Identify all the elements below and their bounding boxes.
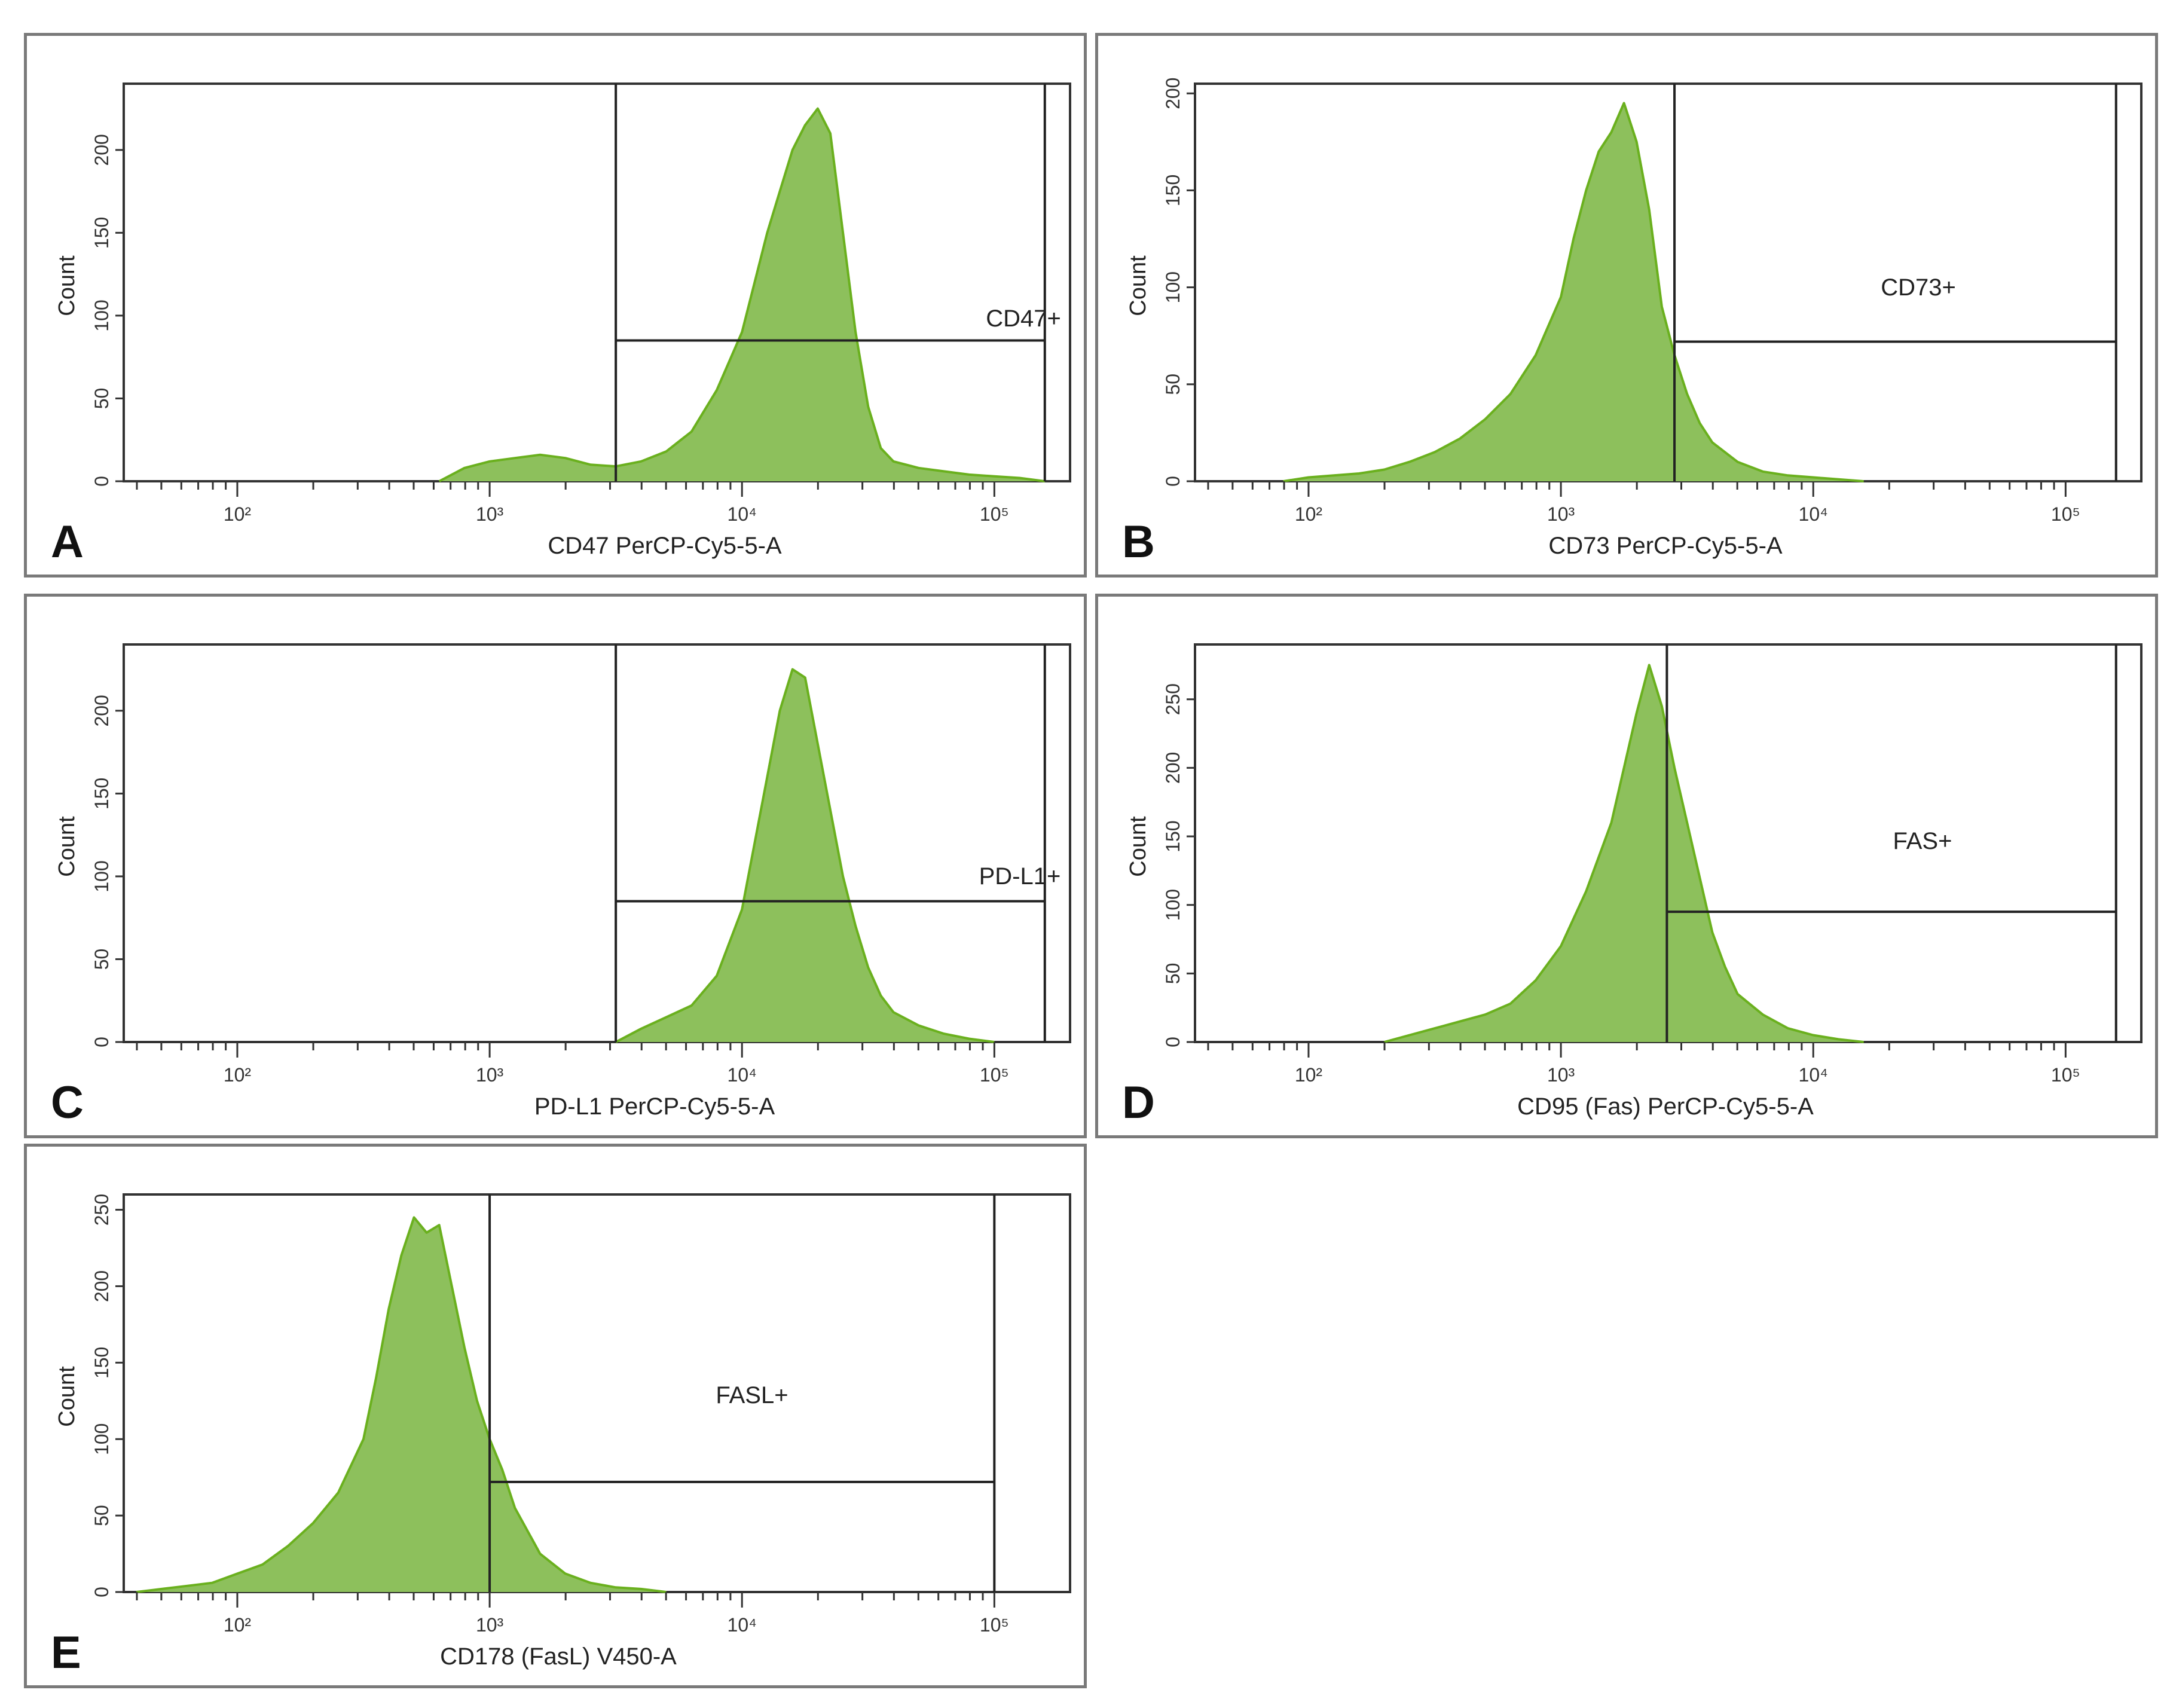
panel-e: 0 50 100 150 200 250 10² 10³ 10⁴ 10⁵ Count CD178 … xyxy=(24,1144,1087,1688)
x-tick-label: 10² xyxy=(224,503,252,525)
x-axis-label: CD178 (FasL) V450-A xyxy=(440,1643,677,1670)
x-tick-label: 10⁴ xyxy=(728,1614,757,1636)
plot-frame xyxy=(123,1193,1071,1593)
x-tick-label: 10³ xyxy=(1547,1064,1575,1086)
y-tick-label: 0 xyxy=(91,1037,112,1047)
y-tick-label: 150 xyxy=(91,1347,112,1379)
y-tick-label: 50 xyxy=(91,949,112,970)
x-tick-label: 10² xyxy=(224,1064,252,1086)
y-axis-label: Count xyxy=(54,816,80,877)
y-tick-label: 150 xyxy=(91,778,112,809)
histogram-fill xyxy=(1283,103,1864,481)
histogram-outline xyxy=(136,1216,667,1593)
y-tick-label: 150 xyxy=(1162,820,1184,852)
y-tick-label: 200 xyxy=(91,695,112,726)
x-tick-label: 10³ xyxy=(476,1064,504,1086)
panel-a: 0 50 100 150 200 10² 10³ 10⁴ 10⁵ Count CD47 PerC… xyxy=(24,33,1087,578)
histogram-outline xyxy=(615,668,995,1043)
histogram-fill xyxy=(439,108,1045,482)
y-tick-label: 50 xyxy=(91,388,112,410)
y-tick-label: 0 xyxy=(1162,476,1184,487)
x-tick-label: 10³ xyxy=(476,503,504,525)
x-tick-label: 10⁵ xyxy=(980,1064,1009,1086)
histogram-plot-d: 0 50 100 150 200 250 10² 10³ 10⁴ 10⁵ xyxy=(1162,643,2143,1086)
x-axis-label: CD95 (Fas) PerCP-Cy5-5-A xyxy=(1517,1093,1814,1120)
panel-letter: C xyxy=(51,1077,84,1128)
y-tick-label: 200 xyxy=(91,1270,112,1302)
plot-frame xyxy=(123,643,1071,1043)
gate-label: FAS+ xyxy=(1893,828,1952,854)
panel-letter: B xyxy=(1122,517,1155,567)
x-tick-label: 10⁴ xyxy=(728,503,757,525)
y-tick-label: 100 xyxy=(91,1423,112,1455)
y-tick-label: 200 xyxy=(91,134,112,166)
x-tick-label: 10⁴ xyxy=(1799,1064,1828,1086)
y-tick-label: 50 xyxy=(1162,963,1184,985)
y-axis-label: Count xyxy=(54,1366,80,1427)
y-tick-label: 100 xyxy=(91,300,112,331)
y-tick-label: 150 xyxy=(91,217,112,249)
y-tick-label: 0 xyxy=(91,1587,112,1597)
histogram-outline xyxy=(438,107,1046,482)
panel-letter: A xyxy=(51,517,84,567)
y-axis-label: Count xyxy=(1126,255,1151,316)
histogram-outline xyxy=(1283,102,1864,482)
x-tick-label: 10² xyxy=(1295,503,1323,525)
x-tick-label: 10⁵ xyxy=(980,1614,1009,1636)
y-tick-label: 0 xyxy=(1162,1037,1184,1047)
x-tick-label: 10⁵ xyxy=(980,503,1009,525)
x-axis-label: PD-L1 PerCP-Cy5-5-A xyxy=(534,1093,775,1120)
gate-label: CD47+ xyxy=(986,305,1061,332)
plot-frame xyxy=(123,83,1071,482)
histogram-outline xyxy=(1384,664,1864,1043)
panel-d: 0 50 100 150 200 250 10² 10³ 10⁴ 10⁵ Count CD95 (… xyxy=(1095,594,2158,1138)
panel-letter: D xyxy=(1122,1077,1155,1128)
gate-label: CD73+ xyxy=(1881,274,1956,301)
panel-letter: E xyxy=(51,1627,81,1678)
y-axis-label: Count xyxy=(54,255,80,316)
y-tick-label: 150 xyxy=(1162,175,1184,206)
histogram-plot-b: 0 50 100 150 200 10² 10³ 10⁴ 10⁵ xyxy=(1162,78,2143,525)
x-tick-label: 10⁴ xyxy=(728,1064,757,1086)
x-axis-label: CD47 PerCP-Cy5-5-A xyxy=(548,533,782,559)
y-tick-label: 250 xyxy=(91,1194,112,1226)
x-axis-label: CD73 PerCP-Cy5-5-A xyxy=(1548,533,1783,559)
y-tick-label: 250 xyxy=(1162,683,1184,715)
x-tick-label: 10³ xyxy=(476,1614,504,1636)
histogram-plot-a: 0 50 100 150 200 10² 10³ 10⁴ 10⁵ xyxy=(91,83,1071,525)
y-tick-label: 200 xyxy=(1162,752,1184,784)
y-tick-label: 200 xyxy=(1162,78,1184,109)
panel-c: 0 50 100 150 200 10² 10³ 10⁴ 10⁵ Count PD-L1 Per… xyxy=(24,594,1087,1138)
gate-label: PD-L1+ xyxy=(979,863,1061,890)
x-tick-label: 10² xyxy=(224,1614,252,1636)
x-tick-label: 10⁵ xyxy=(2051,503,2080,525)
histogram-fill xyxy=(1384,665,1864,1042)
y-tick-label: 0 xyxy=(91,476,112,487)
y-tick-label: 100 xyxy=(1162,889,1184,921)
histogram-fill xyxy=(616,669,995,1042)
x-tick-label: 10⁵ xyxy=(2051,1064,2080,1086)
x-tick-label: 10⁴ xyxy=(1799,503,1828,525)
y-tick-label: 100 xyxy=(1162,271,1184,303)
y-tick-label: 50 xyxy=(1162,374,1184,395)
x-tick-label: 10³ xyxy=(1547,503,1575,525)
gate-label: FASL+ xyxy=(716,1382,788,1408)
y-tick-label: 50 xyxy=(91,1505,112,1526)
x-tick-label: 10² xyxy=(1295,1064,1323,1086)
histogram-fill xyxy=(136,1217,667,1592)
histogram-plot-c: 0 50 100 150 200 10² 10³ 10⁴ 10⁵ xyxy=(91,643,1071,1086)
histogram-plot-e: 0 50 100 150 200 250 10² 10³ 10⁴ 10⁵ xyxy=(91,1193,1071,1636)
y-axis-label: Count xyxy=(1126,816,1151,877)
panel-b: 0 50 100 150 200 10² 10³ 10⁴ 10⁵ Count CD73 PerC… xyxy=(1095,33,2158,578)
y-tick-label: 100 xyxy=(91,860,112,892)
